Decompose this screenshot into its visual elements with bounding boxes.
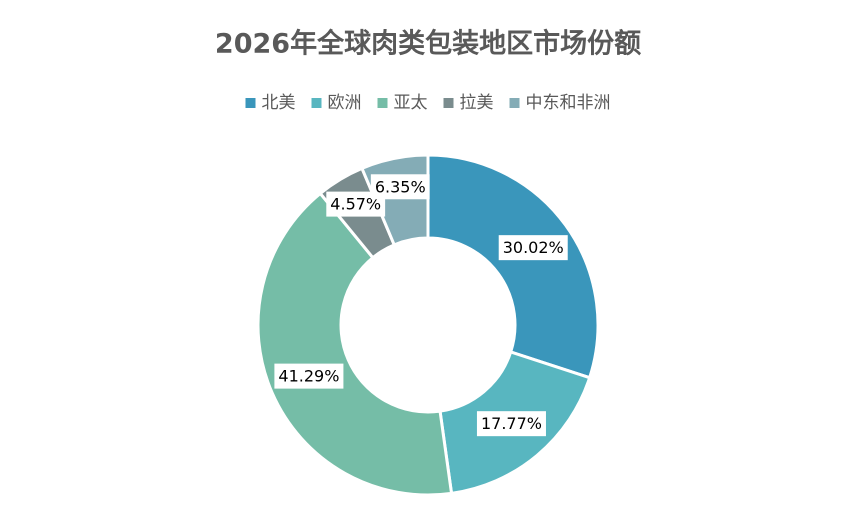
legend-label: 北美 [262, 93, 296, 113]
legend: 北美 欧洲 亚太 拉美 中东和非洲 [245, 93, 611, 113]
legend-marker [377, 98, 388, 108]
data-label: 6.35% [370, 174, 430, 200]
legend-label: 欧洲 [328, 93, 362, 113]
data-label-box [370, 174, 430, 200]
legend-label: 亚太 [394, 93, 428, 113]
legend-marker [245, 98, 256, 108]
data-label-box [476, 411, 546, 437]
donut-segment [256, 191, 454, 497]
data-label-text: 6.35% [375, 177, 426, 196]
data-label-text: 30.02% [503, 238, 564, 257]
data-label-box [498, 235, 568, 261]
chart-title: 2026年全球肉类包装地区市场份额 [215, 28, 641, 60]
donut-segment [426, 153, 600, 380]
legend-marker [311, 98, 322, 108]
data-label-text: 17.77% [481, 414, 542, 433]
legend-marker [443, 98, 454, 108]
data-label-text: 4.57% [330, 195, 381, 214]
data-label-box [274, 363, 344, 389]
legend-marker [509, 98, 520, 108]
legend-label: 中东和非洲 [526, 93, 611, 113]
data-label: 41.29% [274, 363, 344, 389]
data-label: 30.02% [498, 235, 568, 261]
data-label-text: 41.29% [278, 367, 339, 386]
data-label: 17.77% [476, 411, 546, 437]
legend-label: 拉美 [460, 93, 494, 113]
